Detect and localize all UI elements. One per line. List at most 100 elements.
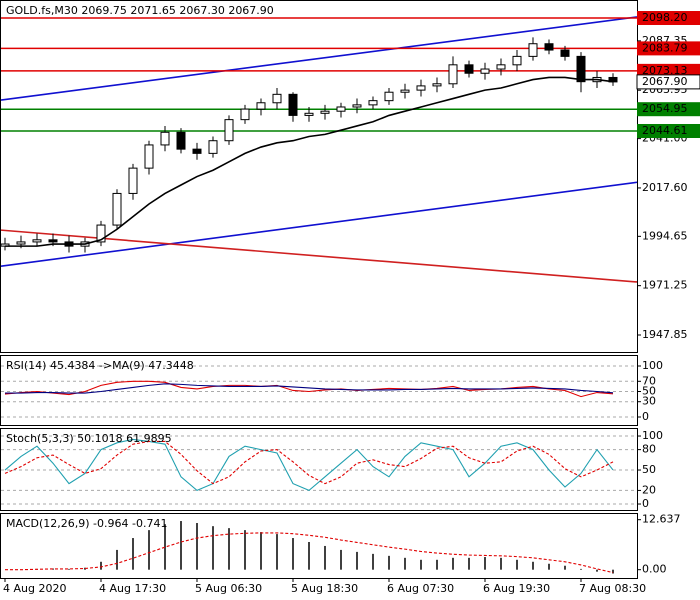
histogram-bar: [612, 569, 614, 574]
histogram-bar: [308, 541, 310, 570]
y-tick-label: 2017.60: [642, 181, 688, 194]
indicator-line: [4, 440, 614, 485]
histogram-bar: [596, 569, 598, 572]
panel-title: GOLD.fs,M30 2069.75 2071.65 2067.30 2067…: [6, 4, 274, 17]
histogram-bar: [52, 568, 54, 570]
y-tick-label: 100: [642, 359, 663, 372]
histogram-bar: [532, 561, 534, 570]
histogram-bar: [132, 538, 134, 570]
candle-body: [384, 91, 394, 102]
indicator-line: [5, 532, 614, 574]
x-tick-label: 5 Aug 06:30: [195, 582, 262, 595]
indicator-line: [4, 438, 614, 492]
last-price-box: [636, 74, 700, 90]
candle-body: [32, 239, 42, 243]
histogram-bar: [404, 557, 406, 570]
level-label: 2083.79: [642, 41, 688, 54]
candle-body: [432, 83, 442, 87]
level-label: 2073.13: [642, 64, 688, 77]
candle-body: [512, 55, 522, 66]
histogram-bar: [244, 530, 246, 570]
histogram-bar: [548, 563, 550, 570]
y-tick-label: 1947.85: [642, 328, 688, 341]
x-tick-label: 6 Aug 19:30: [483, 582, 550, 595]
panel-frame: [0, 428, 638, 511]
x-tick-label: 6 Aug 07:30: [387, 582, 454, 595]
indicator-line: [5, 383, 614, 394]
trendline: [0, 181, 638, 267]
candle-body: [400, 89, 410, 93]
level-label: 2044.61: [642, 124, 688, 137]
histogram-bar: [324, 545, 326, 570]
level-label: 2054.95: [642, 102, 688, 115]
candle-body: [352, 104, 362, 108]
histogram-bar: [196, 523, 198, 570]
candle-body: [240, 108, 250, 121]
y-tick-label: 50: [642, 385, 656, 398]
histogram-bar: [292, 538, 294, 570]
histogram-bar: [436, 559, 438, 570]
histogram-bar: [372, 553, 374, 570]
histogram-bar: [212, 526, 214, 570]
level-label-box: [637, 41, 700, 56]
histogram-bar: [484, 557, 486, 570]
x-tick-label: 5 Aug 18:30: [291, 582, 358, 595]
y-tick-label: 0: [642, 497, 649, 510]
x-tick-label: 7 Aug 08:30: [579, 582, 646, 595]
candle-body: [48, 239, 58, 243]
y-tick-label: 12.637: [642, 513, 681, 526]
panel-frame: [0, 513, 638, 579]
histogram-bar: [148, 530, 150, 570]
histogram-bar: [420, 559, 422, 570]
histogram-bar: [68, 568, 70, 570]
candle-body: [144, 144, 154, 169]
histogram-bar: [356, 551, 358, 570]
y-tick-label: 70: [642, 374, 656, 387]
histogram-bar: [500, 557, 502, 570]
candle-body: [224, 119, 234, 142]
candle-body: [304, 112, 314, 116]
histogram-bar: [180, 521, 182, 570]
indicator-line: [4, 380, 614, 398]
panel-title: Stoch(5,3,3) 50.1018 61.9895: [6, 432, 172, 445]
histogram-bar: [100, 561, 102, 570]
histogram-bar: [164, 524, 166, 570]
panel-title: MACD(12,26,9) -0.964 -0.741: [6, 517, 167, 530]
last-price-label: 2067.90: [642, 75, 688, 88]
histogram-bar: [388, 555, 390, 570]
candle-body: [320, 110, 330, 114]
candle-body: [288, 93, 298, 116]
candle-body: [576, 55, 586, 83]
histogram-bar: [468, 557, 470, 570]
candle-body: [496, 64, 506, 70]
candle-body: [560, 49, 570, 57]
level-label-box: [637, 123, 700, 138]
x-tick-label: 4 Aug 17:30: [99, 582, 166, 595]
y-tick-label: 30: [642, 395, 656, 408]
y-tick-label: 0: [642, 410, 649, 423]
y-tick-label: 50: [642, 463, 656, 476]
histogram-bar: [516, 559, 518, 570]
level-label-box: [637, 63, 700, 78]
candle-body: [176, 131, 186, 150]
y-tick-label: 0.00: [642, 563, 667, 576]
candle-body: [160, 131, 170, 146]
level-label-box: [637, 102, 700, 117]
histogram-bar: [340, 549, 342, 570]
candle-body: [336, 106, 346, 112]
y-tick-label: 1994.65: [642, 229, 688, 242]
histogram-bar: [564, 565, 566, 570]
candle-body: [192, 148, 202, 154]
candle-body: [16, 241, 26, 245]
candle-body: [544, 43, 554, 51]
candle-body: [208, 140, 218, 154]
candle-body: [256, 102, 266, 110]
candle-body: [464, 64, 474, 74]
candle-body: [416, 85, 426, 91]
trendline: [0, 16, 638, 101]
histogram-bar: [580, 568, 582, 570]
histogram-bar: [276, 534, 278, 570]
level-label: 2098.20: [642, 11, 688, 24]
y-tick-label: 1971.25: [642, 279, 688, 292]
